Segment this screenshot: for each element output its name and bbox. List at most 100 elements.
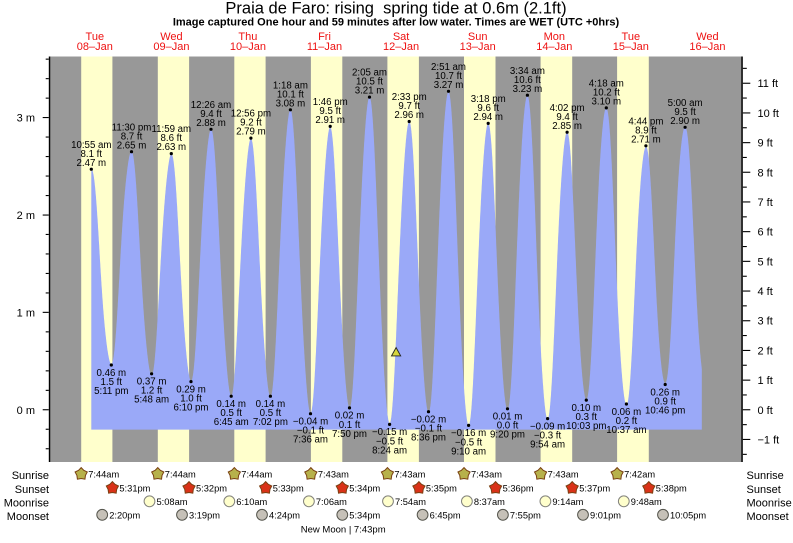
svg-text:−0.1 ft: −0.1 ft xyxy=(297,426,325,437)
svg-text:3.08 m: 3.08 m xyxy=(276,98,306,109)
svg-text:4:02 pm: 4:02 pm xyxy=(550,103,585,114)
svg-text:Sunset: Sunset xyxy=(15,484,49,496)
svg-text:5:34pm: 5:34pm xyxy=(349,484,380,494)
svg-text:2:33 pm: 2:33 pm xyxy=(392,92,427,103)
svg-text:10–Jan: 10–Jan xyxy=(230,41,266,53)
svg-text:0 ft: 0 ft xyxy=(758,405,773,417)
svg-text:10:37 am: 10:37 am xyxy=(606,425,646,436)
svg-text:0.10 m: 0.10 m xyxy=(571,403,601,414)
svg-text:9:54 am: 9:54 am xyxy=(530,440,565,451)
svg-text:5:48 am: 5:48 am xyxy=(134,395,169,406)
svg-text:Sunrise: Sunrise xyxy=(747,470,784,482)
svg-text:15–Jan: 15–Jan xyxy=(613,41,649,53)
svg-text:5:36pm: 5:36pm xyxy=(503,484,534,494)
svg-text:8:37am: 8:37am xyxy=(474,497,505,507)
svg-text:Sun: Sun xyxy=(468,31,488,43)
svg-text:0.14 m: 0.14 m xyxy=(256,399,286,410)
svg-text:Moonrise: Moonrise xyxy=(747,497,792,509)
svg-text:2.85 m: 2.85 m xyxy=(552,121,582,132)
svg-text:7:06am: 7:06am xyxy=(316,497,347,507)
svg-text:3 m: 3 m xyxy=(17,113,35,125)
svg-text:5 ft: 5 ft xyxy=(758,256,773,268)
svg-text:Mon: Mon xyxy=(544,31,565,43)
svg-text:0.2 ft: 0.2 ft xyxy=(616,416,638,427)
svg-text:3:18 pm: 3:18 pm xyxy=(471,94,506,105)
svg-text:2:05 am: 2:05 am xyxy=(352,68,387,79)
svg-text:9.2 ft: 9.2 ft xyxy=(240,118,262,129)
svg-text:08–Jan: 08–Jan xyxy=(77,41,113,53)
svg-text:2 ft: 2 ft xyxy=(758,345,773,357)
svg-text:10.5 ft: 10.5 ft xyxy=(356,77,383,88)
svg-text:9.4 ft: 9.4 ft xyxy=(200,109,222,120)
svg-text:−0.15 m: −0.15 m xyxy=(372,427,407,438)
svg-text:8:24 am: 8:24 am xyxy=(372,445,407,456)
svg-text:1 m: 1 m xyxy=(17,307,35,319)
svg-text:12–Jan: 12–Jan xyxy=(383,41,419,53)
svg-text:3 ft: 3 ft xyxy=(758,316,773,328)
svg-text:10:05pm: 10:05pm xyxy=(670,510,706,520)
svg-text:7:43am: 7:43am xyxy=(318,470,349,480)
svg-text:0.26 m: 0.26 m xyxy=(650,387,680,398)
svg-text:2.79 m: 2.79 m xyxy=(236,127,266,138)
svg-text:2.65 m: 2.65 m xyxy=(117,140,147,151)
svg-text:0.37 m: 0.37 m xyxy=(137,377,167,388)
svg-text:0.1 ft: 0.1 ft xyxy=(339,420,361,431)
svg-text:4:24pm: 4:24pm xyxy=(269,510,300,520)
svg-text:3:19pm: 3:19pm xyxy=(189,510,220,520)
svg-text:−0.04 m: −0.04 m xyxy=(293,417,328,428)
svg-text:5:38pm: 5:38pm xyxy=(656,484,687,494)
svg-text:7:54am: 7:54am xyxy=(395,497,426,507)
svg-text:0.9 ft: 0.9 ft xyxy=(654,396,676,407)
svg-text:3.23 m: 3.23 m xyxy=(513,84,543,95)
svg-text:0.14 m: 0.14 m xyxy=(216,399,246,410)
svg-text:6 ft: 6 ft xyxy=(758,227,773,239)
svg-text:09–Jan: 09–Jan xyxy=(153,41,189,53)
svg-text:−0.02 m: −0.02 m xyxy=(411,415,446,426)
svg-text:2.91 m: 2.91 m xyxy=(315,115,345,126)
svg-text:0.01 m: 0.01 m xyxy=(493,412,523,423)
svg-text:13–Jan: 13–Jan xyxy=(460,41,496,53)
svg-text:10 ft: 10 ft xyxy=(758,108,779,120)
svg-text:8:36 pm: 8:36 pm xyxy=(411,433,446,444)
svg-text:7:44am: 7:44am xyxy=(88,470,119,480)
svg-text:7:43am: 7:43am xyxy=(394,470,425,480)
svg-text:Sat: Sat xyxy=(393,31,410,43)
svg-text:14–Jan: 14–Jan xyxy=(536,41,572,53)
svg-text:1:46 pm: 1:46 pm xyxy=(313,97,348,108)
svg-text:7:50 pm: 7:50 pm xyxy=(332,429,367,440)
svg-text:6:45 am: 6:45 am xyxy=(214,417,249,428)
svg-text:0.02 m: 0.02 m xyxy=(335,411,365,422)
svg-text:0 m: 0 m xyxy=(17,405,35,417)
svg-text:4 ft: 4 ft xyxy=(758,286,773,298)
svg-text:9:01pm: 9:01pm xyxy=(590,510,621,520)
svg-text:2.88 m: 2.88 m xyxy=(196,118,226,129)
svg-text:2.63 m: 2.63 m xyxy=(156,142,186,153)
svg-text:Moonrise: Moonrise xyxy=(4,497,49,509)
svg-text:7:44am: 7:44am xyxy=(165,470,196,480)
svg-text:2.96 m: 2.96 m xyxy=(394,110,424,121)
svg-text:Wed: Wed xyxy=(696,31,718,43)
svg-text:Moonset: Moonset xyxy=(747,511,789,523)
svg-text:11:30 pm: 11:30 pm xyxy=(112,122,152,133)
svg-text:2:20pm: 2:20pm xyxy=(109,510,140,520)
svg-text:8.9 ft: 8.9 ft xyxy=(635,125,657,136)
svg-text:5:00 am: 5:00 am xyxy=(668,98,703,109)
svg-text:0.06 m: 0.06 m xyxy=(612,407,642,418)
svg-text:9.5 ft: 9.5 ft xyxy=(674,107,696,118)
svg-text:9:10 am: 9:10 am xyxy=(451,446,486,457)
svg-text:−0.3 ft: −0.3 ft xyxy=(534,431,562,442)
svg-text:1 ft: 1 ft xyxy=(758,375,773,387)
svg-text:Tue: Tue xyxy=(622,31,641,43)
svg-text:0.29 m: 0.29 m xyxy=(176,384,206,395)
svg-text:6:45pm: 6:45pm xyxy=(430,510,461,520)
svg-text:10:03 pm: 10:03 pm xyxy=(566,421,606,432)
svg-text:Sunset: Sunset xyxy=(747,484,781,496)
svg-text:2:51 am: 2:51 am xyxy=(431,62,466,73)
svg-text:8.1 ft: 8.1 ft xyxy=(81,149,103,160)
svg-text:0.5 ft: 0.5 ft xyxy=(260,408,282,419)
svg-text:3.21 m: 3.21 m xyxy=(355,86,385,97)
svg-text:Image captured One hour and 59: Image captured One hour and 59 minutes a… xyxy=(173,17,620,29)
svg-text:7:43am: 7:43am xyxy=(548,470,579,480)
svg-text:11–Jan: 11–Jan xyxy=(307,41,342,53)
svg-text:12:26 am: 12:26 am xyxy=(191,100,231,111)
